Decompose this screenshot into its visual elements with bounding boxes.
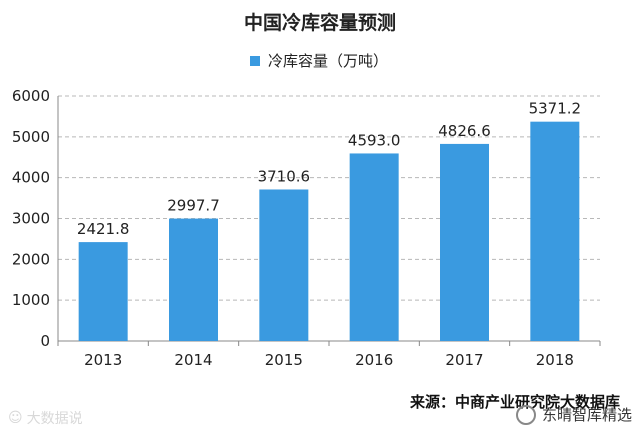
data-label: 2421.8 xyxy=(77,220,130,238)
data-label: 4593.0 xyxy=(348,131,401,149)
bar xyxy=(349,153,399,341)
bar xyxy=(169,218,218,341)
legend: 冷库容量（万吨） xyxy=(250,50,388,71)
y-tick-label: 4000 xyxy=(12,169,50,187)
x-tick-label: 2018 xyxy=(536,351,574,369)
y-tick-label: 0 xyxy=(40,332,50,350)
chart-title: 中国冷库容量预测 xyxy=(243,12,396,34)
watermark-left-text: 大数据说 xyxy=(26,411,83,427)
legend-swatch xyxy=(250,55,260,66)
x-tick-label: 2017 xyxy=(445,351,483,369)
bar xyxy=(530,121,580,342)
watermark-right-text: 东晴智库精选 xyxy=(541,406,632,424)
bar xyxy=(259,189,309,341)
data-label: 3710.6 xyxy=(258,167,311,185)
y-tick-label: 3000 xyxy=(12,210,50,228)
watermark-right: 东晴智库精选 xyxy=(515,404,632,425)
x-tick-label: 2016 xyxy=(355,351,393,369)
wechat-icon xyxy=(515,404,536,425)
data-label: 5371.2 xyxy=(529,100,582,118)
y-tick-label: 2000 xyxy=(12,250,50,268)
y-tick-label: 1000 xyxy=(12,291,50,309)
x-tick-label: 2013 xyxy=(84,351,122,369)
watermark-left: ☺ 大数据说 xyxy=(8,408,83,428)
x-tick-label: 2014 xyxy=(174,351,212,369)
legend-label: 冷库容量（万吨） xyxy=(268,52,389,70)
source-note: 来源：中商产业研究院大数据库 xyxy=(409,393,620,411)
watermark-left-icon: ☺ xyxy=(8,410,23,426)
y-tick-label: 6000 xyxy=(12,87,50,105)
bar xyxy=(440,143,489,341)
data-label: 4826.6 xyxy=(438,122,491,140)
y-tick-label: 5000 xyxy=(12,128,50,146)
data-label: 2997.7 xyxy=(167,197,220,215)
x-tick-label: 2015 xyxy=(265,351,303,369)
bar xyxy=(78,242,128,341)
